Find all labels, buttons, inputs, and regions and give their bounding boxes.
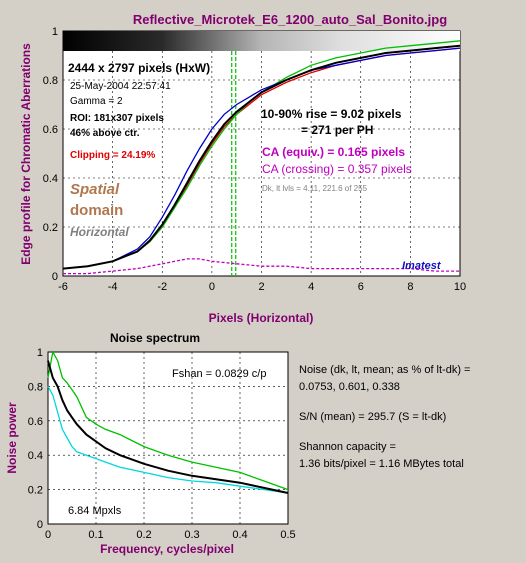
noise-xtick-label: 0.2 bbox=[136, 529, 151, 541]
noise-xtick-label: 0.3 bbox=[184, 529, 199, 541]
noise-xtick-label: 0 bbox=[45, 529, 51, 541]
ca-equiv-text: CA (equiv.) = 0.165 pixels bbox=[262, 145, 405, 159]
noise-xtick-label: 0.4 bbox=[232, 529, 247, 541]
edge-xtick-label: 6 bbox=[358, 281, 364, 293]
edge-xtick-label: 8 bbox=[407, 281, 413, 293]
noise-xtick-label: 0.1 bbox=[88, 529, 103, 541]
edge-series-black bbox=[62, 44, 461, 270]
noise-ytick-label: 0.2 bbox=[28, 485, 43, 497]
noise-ytick-label: 0 bbox=[37, 519, 43, 531]
roi-text: ROI: 181x307 pixels bbox=[70, 113, 164, 124]
edge-ytick-label: 0.8 bbox=[43, 75, 58, 87]
noise-ytick-label: 0.8 bbox=[28, 381, 43, 393]
noise-line1-text: Noise (dk, lt, mean; as % of lt-dk) = bbox=[299, 364, 470, 376]
noise-plot-frame bbox=[47, 351, 289, 525]
edge-xlabel: Pixels (Horizontal) bbox=[209, 311, 314, 325]
chart-title: Reflective_Microtek_E6_1200_auto_Sal_Bon… bbox=[133, 12, 447, 27]
gamma-text: Gamma = 2 bbox=[70, 96, 123, 107]
noise-ytick-label: 0.4 bbox=[28, 450, 43, 462]
edge-xtick-label: 4 bbox=[308, 281, 314, 293]
sn-text: S/N (mean) = 295.7 (S = lt-dk) bbox=[299, 411, 446, 423]
edge-gray-strip bbox=[63, 31, 460, 51]
clipping-text: Clipping = 24.19% bbox=[70, 150, 155, 161]
ca-crossing-text: CA (crossing) = 0.357 pixels bbox=[262, 162, 412, 176]
spatial-text: Spatial bbox=[70, 181, 120, 198]
fshan-text: Fshan = 0.0829 c/p bbox=[172, 368, 266, 380]
shannon-line1-text: Shannon capacity = bbox=[299, 441, 396, 453]
dimensions-text: 2444 x 2797 pixels (HxW) bbox=[68, 61, 210, 75]
edge-xtick-label: 10 bbox=[454, 281, 466, 293]
edge-ytick-label: 0.6 bbox=[43, 124, 58, 136]
edge-series-magenta bbox=[63, 258, 460, 275]
noise-ylabel: Noise power bbox=[5, 402, 19, 474]
edge-xtick-label: 0 bbox=[209, 281, 215, 293]
imatest-label: Imatest bbox=[402, 260, 442, 272]
above-ctr-text: 46% above ctr. bbox=[70, 128, 140, 139]
noise-title: Noise spectrum bbox=[110, 331, 200, 345]
edge-xtick-label: -4 bbox=[108, 281, 118, 293]
edge-xtick-label: -6 bbox=[58, 281, 68, 293]
noise-line2-text: 0.0753, 0.601, 0.338 bbox=[299, 381, 400, 393]
edge-ytick-label: 0.4 bbox=[43, 173, 58, 185]
mpxls-text: 6.84 Mpxls bbox=[68, 505, 122, 517]
noise-series-green bbox=[47, 350, 289, 491]
edge-xtick-label: -2 bbox=[157, 281, 167, 293]
edge-ytick-label: 0.2 bbox=[43, 222, 58, 234]
edge-series-blue bbox=[62, 47, 461, 270]
dk-lt-text: Dk, lt lvls = 4.11, 221.6 of 255 bbox=[262, 184, 368, 193]
noise-series-cyan bbox=[47, 386, 289, 494]
per-ph-text: = 271 per PH bbox=[301, 123, 373, 137]
noise-ytick-label: 0.6 bbox=[28, 416, 43, 428]
edge-ytick-label: 0 bbox=[52, 271, 58, 283]
horizontal-text: Horizontal bbox=[70, 225, 129, 239]
edge-xtick-label: 2 bbox=[258, 281, 264, 293]
rise-text: 10-90% rise = 9.02 pixels bbox=[261, 107, 402, 121]
edge-ylabel: Edge profile for Chromatic Aberrations bbox=[19, 43, 33, 265]
noise-xtick-label: 0.5 bbox=[280, 529, 295, 541]
domain-text: domain bbox=[70, 202, 123, 219]
date-text: 25-May-2004 22:57:41 bbox=[70, 81, 171, 92]
noise-ytick-label: 1 bbox=[37, 347, 43, 359]
noise-xlabel: Frequency, cycles/pixel bbox=[100, 542, 234, 556]
shannon-line2-text: 1.36 bits/pixel = 1.16 MBytes total bbox=[299, 458, 464, 470]
noise-series-black bbox=[47, 360, 289, 494]
edge-ytick-label: 1 bbox=[52, 26, 58, 38]
